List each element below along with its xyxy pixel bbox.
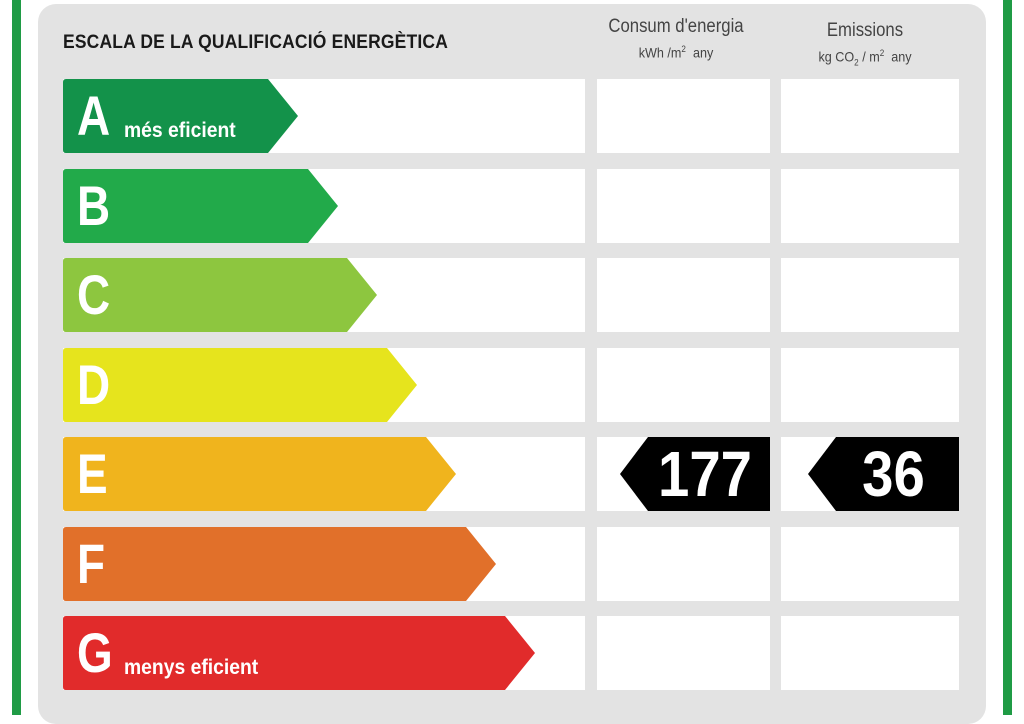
class-letter: B [77,174,111,237]
energy-cell [597,79,770,153]
rating-row-e: E 177 36 [63,437,959,511]
scale-title: ESCALA DE LA QUALIFICACIÓ ENERGÈTICA [63,32,449,53]
emissions-column-header: Emissions kg CO2 / m2 any [790,20,940,67]
emissions-cell [781,258,959,332]
class-arrow-e: E [63,437,456,511]
energy-cell [597,258,770,332]
class-arrow-f: F [63,527,496,601]
energy-cell [597,169,770,243]
energy-cell [597,616,770,690]
arrow-shape [63,258,377,332]
class-letter: E [77,442,108,505]
energy-column-label: Consum d'energia [608,16,744,37]
arrow-shape [63,79,298,153]
energy-column-header: Consum d'energia kWh /m2 any [598,16,754,61]
rating-row-c: C [63,258,959,332]
frame-border-left [12,0,21,715]
arrow-shape [63,437,456,511]
energy-cell [597,527,770,601]
rating-row-f: F [63,527,959,601]
class-arrow-c: C [63,258,377,332]
emissions-cell [781,348,959,422]
class-sublabel: més eficient [124,119,236,142]
class-letter: F [77,532,106,595]
emissions-cell [781,169,959,243]
emissions-cell [781,616,959,690]
class-arrow-b: B [63,169,338,243]
emissions-cell [781,527,959,601]
rating-row-b: B [63,169,959,243]
class-letter: D [77,353,111,416]
energy-column-unit: kWh /m2 any [638,44,714,61]
arrow-shape [63,616,535,690]
arrow-shape [63,527,496,601]
rating-value: 177 [658,438,752,510]
emissions-column-label: Emissions [826,20,904,41]
class-sublabel: menys eficient [124,656,259,679]
frame-border-right [1003,0,1012,715]
rating-value: 36 [862,438,925,510]
class-letter: G [77,621,113,684]
arrow-shape [63,348,417,422]
class-letter: A [77,84,111,147]
emissions-column-unit: kg CO2 / m2 any [818,48,912,68]
class-letter: C [77,263,111,326]
arrow-shape [63,169,338,243]
emissions-rating-badge: 36 [808,437,959,511]
class-arrow-d: D [63,348,417,422]
badge-shape [808,437,959,511]
emissions-cell [781,79,959,153]
energy-cell [597,348,770,422]
badge-shape [620,437,770,511]
energy-rating-badge: 177 [620,437,770,511]
rating-row-d: D [63,348,959,422]
